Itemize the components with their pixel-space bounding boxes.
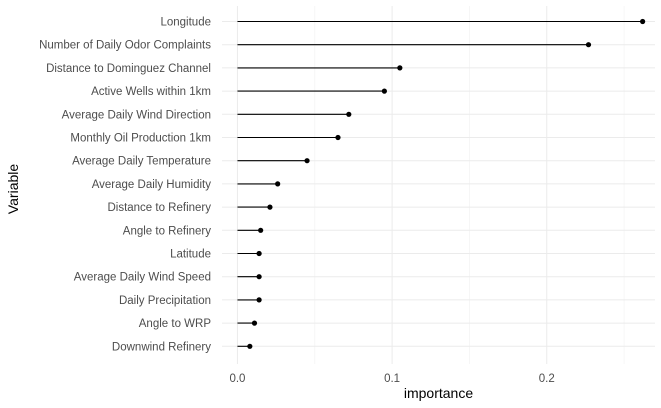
x-tick-label: 0.1 [384, 373, 400, 385]
grid [222, 6, 655, 364]
y-axis-title: Variable [5, 164, 21, 215]
lollipop-point [397, 65, 403, 71]
y-tick-label: Average Daily Temperature [72, 156, 211, 168]
lollipop-point [256, 297, 262, 303]
lollipop-point [247, 343, 253, 349]
y-tick-label: Angle to WRP [139, 318, 212, 330]
y-tick-label: Active Wells within 1km [91, 86, 211, 98]
y-tick-label: Monthly Oil Production 1km [70, 133, 211, 145]
x-axis-title: importance [404, 385, 473, 401]
lollipop-point [251, 320, 258, 326]
lollipop-point [267, 204, 273, 210]
lollipop-marks [237, 18, 646, 349]
y-tick-label: Distance to Dominguez Channel [46, 63, 211, 75]
x-tick-label: 0.0 [229, 373, 245, 385]
y-tick-label: Longitude [160, 17, 211, 29]
y-tick-label: Average Daily Wind Speed [74, 272, 211, 284]
y-tick-label: Angle to Refinery [123, 225, 211, 237]
lollipop-point [381, 88, 387, 94]
lollipop-point [258, 227, 264, 233]
lollipop-point [585, 42, 592, 48]
y-axis-tick-labels: Longitude Number of Daily Odor Complaints… [39, 17, 211, 354]
y-tick-label: Number of Daily Odor Complaints [39, 40, 211, 52]
x-tick-label: 0.2 [539, 373, 555, 385]
lollipop-point [275, 181, 281, 187]
y-tick-label: Distance to Refinery [107, 202, 211, 214]
x-axis-tick-labels: 0.0 0.1 0.2 [229, 373, 554, 385]
lollipop-point [335, 134, 341, 141]
lollipop-point [346, 111, 352, 117]
y-tick-label: Daily Precipitation [119, 295, 211, 307]
y-tick-label: Latitude [170, 249, 211, 261]
y-tick-label: Average Daily Humidity [92, 179, 212, 191]
y-tick-label: Downwind Refinery [112, 341, 211, 353]
lollipop-point [256, 250, 262, 257]
lollipop-point [256, 274, 262, 280]
lollipop-point [304, 158, 310, 164]
y-tick-label: Average Daily Wind Direction [62, 109, 211, 121]
lollipop-point [640, 18, 646, 25]
